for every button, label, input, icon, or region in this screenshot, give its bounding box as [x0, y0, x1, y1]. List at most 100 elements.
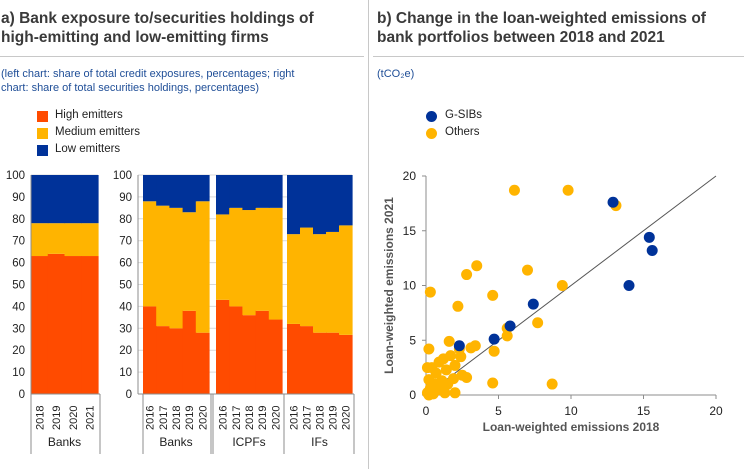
legend-label-others: Others	[445, 126, 480, 138]
bar-segment-high	[339, 334, 353, 394]
y-tick-label: 80	[12, 214, 25, 226]
scatter-x-tick-label: 0	[423, 404, 430, 418]
bar-segment-medium	[242, 210, 257, 316]
point-others	[469, 340, 481, 352]
legend-marker-gsib	[426, 111, 437, 122]
x-tick-label: 2021	[85, 406, 97, 430]
panel-a-divider	[0, 56, 364, 57]
y-tick-label: 40	[12, 301, 25, 313]
bar-segment-high	[326, 332, 340, 394]
x-tick-label: 2017	[302, 406, 314, 430]
bar-segment-low	[339, 175, 353, 226]
point-gsib	[623, 280, 635, 291]
point-others	[449, 359, 461, 371]
y-tick-label: 0	[126, 389, 132, 401]
scatter-y-tick-label: 5	[409, 333, 416, 347]
bar-segment-medium	[31, 223, 49, 257]
point-gsib	[488, 333, 500, 345]
bar-segment-medium	[81, 223, 99, 257]
y-tick-label: 90	[119, 192, 132, 204]
y-tick-label: 60	[119, 258, 132, 270]
x-tick-label: 2019	[257, 406, 269, 430]
bar-segment-medium	[47, 223, 66, 254]
y-tick-label: 70	[12, 236, 25, 248]
y-tick-label: 90	[12, 192, 25, 204]
point-gsib	[607, 196, 619, 208]
bar-segment-high	[313, 332, 327, 394]
point-others	[461, 269, 473, 281]
bar-segment-low	[31, 175, 49, 224]
point-others	[423, 389, 435, 401]
bar-segment-low	[64, 175, 82, 224]
bar-segment-high	[64, 256, 82, 394]
x-tick-label: 2016	[145, 406, 157, 430]
scatter-x-tick-label: 10	[564, 404, 578, 418]
panel-a-title: a) Bank exposure to/securities holdings …	[1, 9, 363, 47]
bar-segment-medium	[143, 201, 157, 307]
point-others	[439, 387, 451, 399]
y-tick-label: 100	[113, 170, 132, 182]
bar-segment-low	[242, 175, 257, 211]
bar-segment-low	[156, 175, 170, 206]
scatter-x-tick-label: 20	[709, 404, 723, 418]
bar-segment-low	[255, 175, 270, 208]
panel-b-title-line1: b) Change in the loan-weighted emissions…	[377, 10, 706, 27]
point-gsib	[643, 231, 655, 243]
y-tick-label: 30	[12, 323, 25, 335]
panel-b-title-line2: bank portfolios between 2018 and 2021	[377, 29, 665, 46]
panel-separator	[368, 0, 369, 469]
point-others	[562, 184, 574, 196]
point-others	[442, 378, 454, 390]
bar-segment-low	[287, 175, 301, 235]
bar-segment-high	[268, 319, 283, 394]
scatter-y-tick-label: 0	[409, 388, 416, 402]
point-gsib	[646, 244, 658, 256]
bar-segment-medium	[326, 231, 340, 333]
point-others	[423, 343, 435, 355]
bar-segment-low	[47, 175, 66, 224]
y-tick-label: 10	[119, 367, 132, 379]
bar-segment-high	[216, 299, 230, 394]
scatter-y-tick-label: 10	[403, 279, 417, 293]
point-others	[449, 387, 461, 399]
bar-segment-low	[195, 175, 210, 202]
point-others	[461, 371, 473, 383]
bar-segment-medium	[229, 207, 243, 307]
bar-segment-medium	[195, 201, 210, 333]
bar-segment-medium	[300, 227, 314, 327]
bar-segment-low	[143, 175, 157, 202]
bar-segment-high	[182, 310, 197, 394]
point-others	[471, 260, 483, 272]
panel-b-title: b) Change in the loan-weighted emissions…	[377, 9, 743, 47]
bar-segment-high	[143, 306, 157, 394]
bar-segment-medium	[268, 207, 283, 320]
point-others	[508, 184, 520, 196]
point-others	[532, 317, 544, 329]
panel-b-divider	[373, 56, 744, 57]
bar-segment-medium	[313, 234, 327, 333]
x-tick-label: 2016	[218, 406, 230, 430]
y-tick-label: 0	[19, 389, 25, 401]
point-others	[430, 367, 442, 379]
bar-segment-medium	[255, 207, 270, 311]
x-tick-label: 2020	[270, 406, 282, 430]
group-label: Banks	[159, 435, 192, 449]
point-others	[440, 364, 452, 376]
panel-b-subtitle: (tCO₂e)	[377, 68, 415, 80]
bar-segment-low	[326, 175, 340, 232]
point-others	[487, 377, 499, 389]
reference-line-45deg	[425, 175, 717, 396]
group-label: ICPFs	[232, 435, 265, 449]
bar-segment-high	[300, 326, 314, 394]
x-tick-label: 2019	[328, 406, 340, 430]
y-tick-label: 50	[119, 280, 132, 292]
legend-swatch-medium	[37, 128, 48, 139]
bar-segment-low	[313, 175, 327, 235]
scatter-x-tick-label: 15	[637, 404, 651, 418]
bar-segment-high	[156, 326, 170, 394]
bar-segment-high	[195, 332, 210, 394]
bar-segment-low	[81, 175, 99, 224]
legend-label-gsib: G-SIBs	[445, 109, 483, 121]
y-tick-label: 40	[119, 301, 132, 313]
